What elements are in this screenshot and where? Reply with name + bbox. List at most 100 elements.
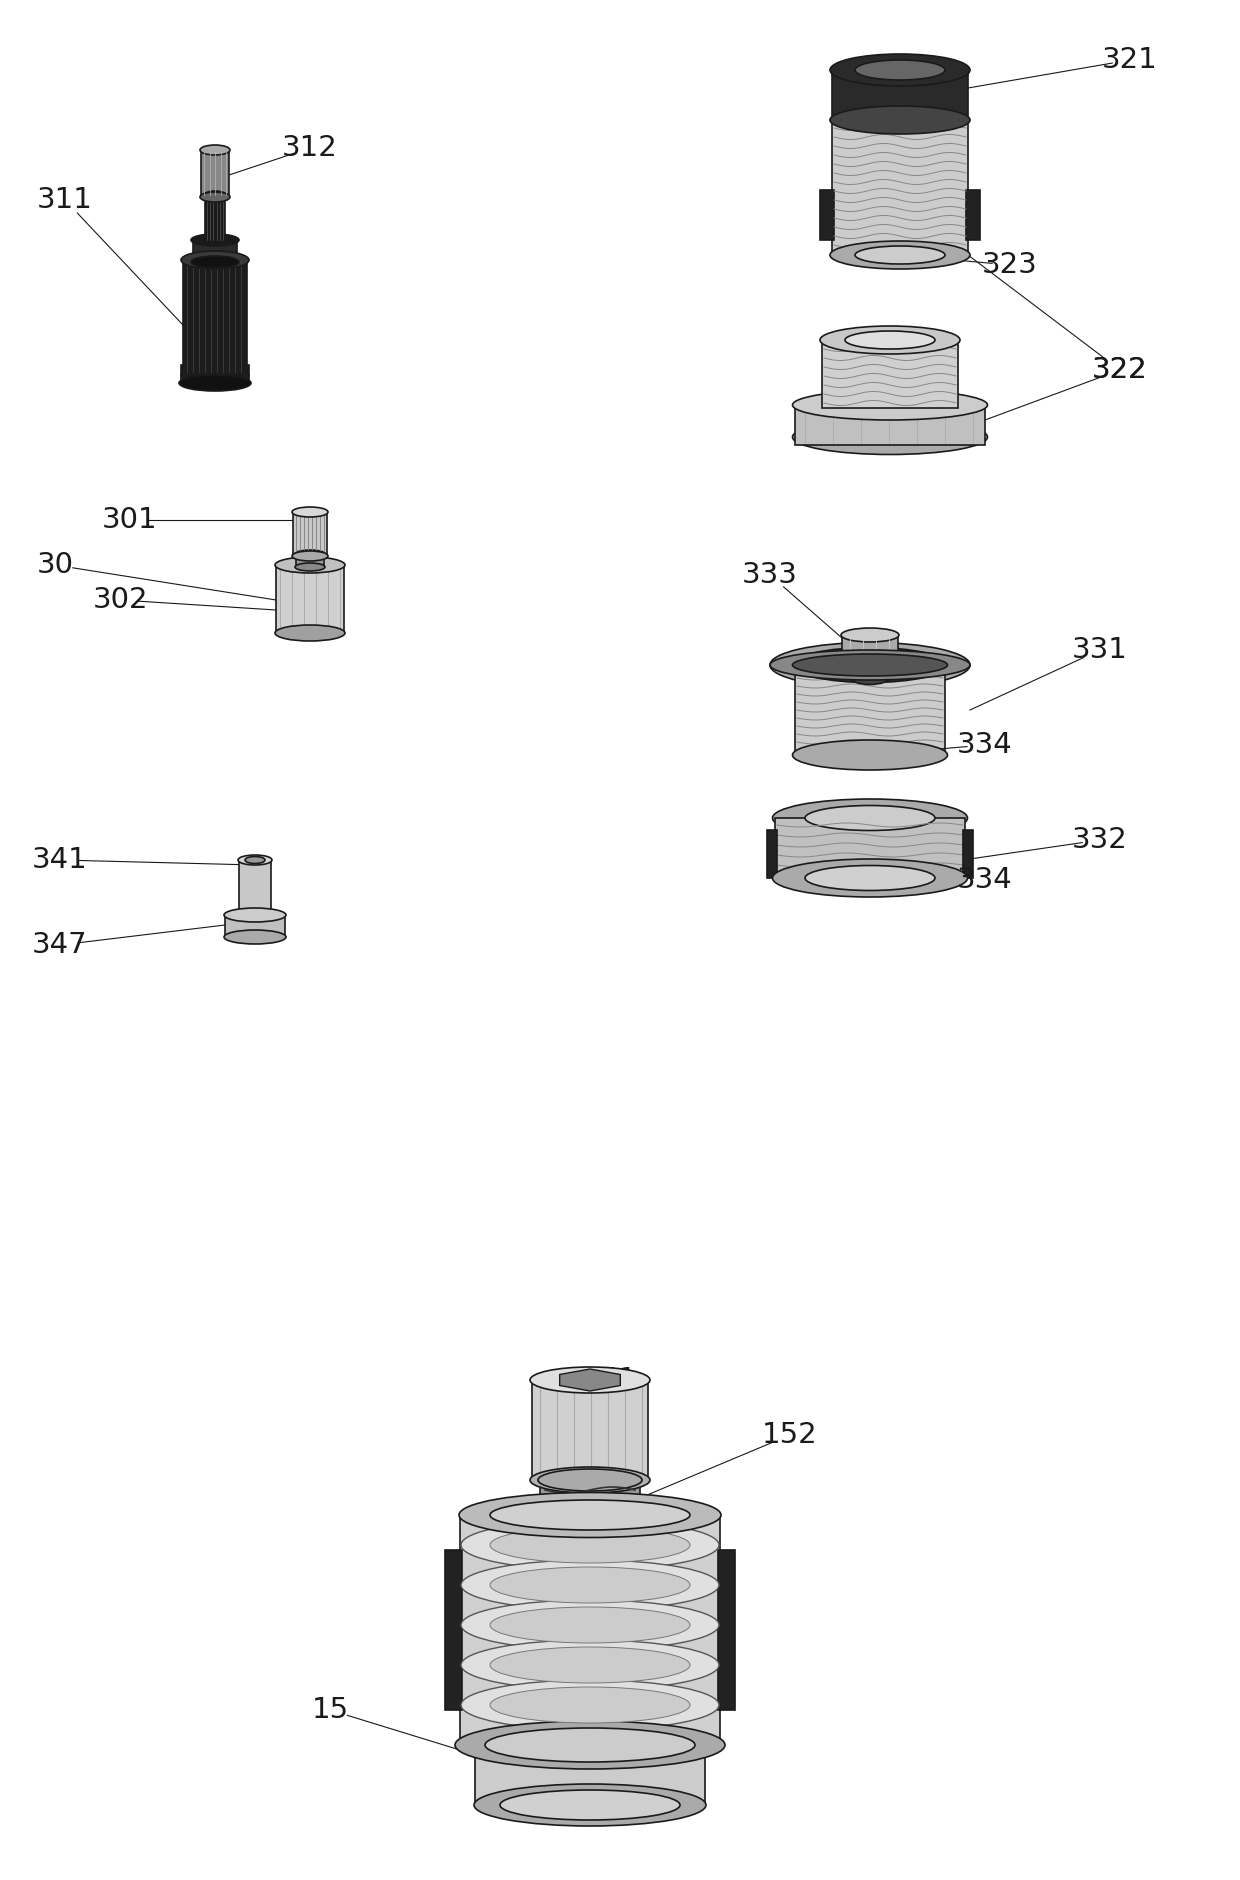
Text: 334: 334 xyxy=(957,731,1013,760)
Text: 334: 334 xyxy=(957,867,1013,895)
Ellipse shape xyxy=(792,654,947,677)
Bar xyxy=(822,340,959,408)
Ellipse shape xyxy=(191,256,239,269)
Ellipse shape xyxy=(792,419,987,455)
Text: 332: 332 xyxy=(1073,825,1128,854)
Ellipse shape xyxy=(773,859,967,897)
Ellipse shape xyxy=(849,669,890,684)
Ellipse shape xyxy=(461,1560,719,1609)
Polygon shape xyxy=(559,1369,620,1391)
Bar xyxy=(832,120,968,256)
Bar xyxy=(181,365,249,384)
Ellipse shape xyxy=(792,389,987,419)
Ellipse shape xyxy=(181,367,249,384)
Ellipse shape xyxy=(770,650,970,681)
Text: 341: 341 xyxy=(32,846,88,874)
Ellipse shape xyxy=(792,741,947,771)
Ellipse shape xyxy=(490,1607,689,1643)
Text: 312: 312 xyxy=(283,133,337,162)
Bar xyxy=(293,511,327,556)
Text: 151: 151 xyxy=(582,1367,637,1393)
Ellipse shape xyxy=(490,1686,689,1722)
Text: 301: 301 xyxy=(102,506,157,534)
Ellipse shape xyxy=(238,910,272,919)
Ellipse shape xyxy=(830,105,970,133)
Ellipse shape xyxy=(538,1504,642,1527)
Ellipse shape xyxy=(490,1647,689,1683)
Bar xyxy=(795,666,945,756)
Ellipse shape xyxy=(830,241,970,269)
Ellipse shape xyxy=(295,551,325,558)
Bar xyxy=(832,70,968,120)
Ellipse shape xyxy=(461,1600,719,1651)
Ellipse shape xyxy=(841,628,899,641)
Ellipse shape xyxy=(538,1468,642,1491)
Ellipse shape xyxy=(856,60,945,81)
Bar xyxy=(775,818,965,878)
Text: 321: 321 xyxy=(1102,45,1158,73)
Ellipse shape xyxy=(820,325,960,353)
Text: 30: 30 xyxy=(36,551,73,579)
Ellipse shape xyxy=(490,1568,689,1604)
Ellipse shape xyxy=(275,624,345,641)
Bar xyxy=(966,190,980,241)
Ellipse shape xyxy=(200,145,229,154)
Ellipse shape xyxy=(856,246,945,263)
Ellipse shape xyxy=(490,1527,689,1562)
Text: 331: 331 xyxy=(1073,635,1128,664)
Ellipse shape xyxy=(246,857,265,863)
Ellipse shape xyxy=(179,374,250,391)
Bar xyxy=(539,1480,640,1515)
Bar xyxy=(842,635,898,667)
Ellipse shape xyxy=(291,508,329,517)
Ellipse shape xyxy=(275,556,345,573)
Ellipse shape xyxy=(181,252,249,269)
Bar xyxy=(718,1549,735,1711)
Ellipse shape xyxy=(490,1500,689,1530)
Text: 302: 302 xyxy=(92,587,148,615)
Ellipse shape xyxy=(295,562,325,572)
Ellipse shape xyxy=(461,1681,719,1730)
Ellipse shape xyxy=(841,660,899,675)
Ellipse shape xyxy=(238,855,272,865)
Bar xyxy=(277,566,343,634)
Ellipse shape xyxy=(500,1790,680,1820)
Bar xyxy=(820,190,835,241)
Ellipse shape xyxy=(773,799,967,837)
Bar xyxy=(201,150,229,197)
Ellipse shape xyxy=(461,1521,719,1570)
Bar xyxy=(963,829,973,878)
Bar xyxy=(205,196,224,243)
Ellipse shape xyxy=(815,652,925,677)
Ellipse shape xyxy=(455,1720,725,1769)
Ellipse shape xyxy=(830,55,970,86)
Ellipse shape xyxy=(459,1493,720,1538)
Ellipse shape xyxy=(529,1367,650,1393)
Ellipse shape xyxy=(792,647,947,682)
Text: 311: 311 xyxy=(37,186,93,214)
Ellipse shape xyxy=(805,865,935,891)
Ellipse shape xyxy=(224,931,286,944)
Polygon shape xyxy=(837,652,903,677)
Ellipse shape xyxy=(770,643,970,688)
Ellipse shape xyxy=(844,331,935,350)
Bar xyxy=(184,259,247,374)
Ellipse shape xyxy=(461,1639,719,1690)
Ellipse shape xyxy=(291,551,329,560)
Text: 323: 323 xyxy=(982,252,1038,278)
Bar xyxy=(296,555,324,568)
Bar xyxy=(224,916,285,936)
Ellipse shape xyxy=(191,233,239,246)
Bar xyxy=(445,1549,463,1711)
Text: 322: 322 xyxy=(1092,355,1148,384)
Ellipse shape xyxy=(529,1466,650,1493)
Text: 333: 333 xyxy=(742,560,797,588)
Text: 152: 152 xyxy=(763,1421,818,1449)
Bar xyxy=(193,241,237,261)
Text: 347: 347 xyxy=(32,931,88,959)
Bar xyxy=(460,1515,720,1745)
Bar xyxy=(532,1380,649,1480)
Bar xyxy=(475,1745,706,1805)
Ellipse shape xyxy=(474,1784,706,1825)
Ellipse shape xyxy=(805,805,935,831)
